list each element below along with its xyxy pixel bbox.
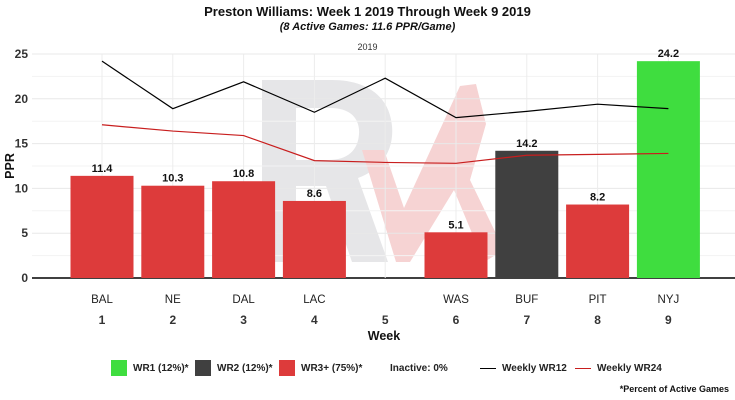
x-opponent-label: BAL — [91, 294, 113, 306]
watermark-chevron — [362, 84, 504, 262]
legend-item-wr3: WR3+ (75%)* — [279, 358, 362, 378]
legend-label-wr1: WR1 (12%)* — [133, 362, 189, 374]
chart-subtitle: (8 Active Games: 11.6 PPR/Game) — [279, 21, 456, 33]
legend-swatch-wr1 — [111, 360, 127, 376]
x-opponent-label: BUF — [515, 294, 538, 306]
bar-week-4 — [282, 200, 346, 278]
bars-group — [70, 61, 700, 278]
bar-label-week-2: 10.3 — [162, 173, 183, 185]
season-label: 2019 — [357, 42, 378, 52]
x-tick-label: 4 — [311, 313, 318, 327]
y-tick-label: 25 — [15, 47, 29, 61]
line-weekly-wr24 — [101, 124, 669, 164]
x-opponent-label: NYJ — [658, 294, 680, 306]
axes: 0 5 10 15 20 25 BAL 1 NE 2 DAL 3 LAC 4 5 WAS 6 BUF 7 PIT 8 NY… — [3, 47, 679, 343]
grid-lines — [32, 53, 735, 279]
bar-week-2 — [141, 185, 205, 278]
x-opponent-label: PIT — [589, 294, 607, 306]
bar-week-3 — [212, 181, 276, 278]
legend-label-wr12: Weekly WR12 — [502, 362, 567, 374]
y-tick-label: 10 — [15, 181, 29, 195]
x-opponent-label: LAC — [303, 294, 325, 306]
bar-label-week-8: 8.2 — [590, 192, 605, 204]
legend-item-wr1: WR1 (12%)* — [111, 358, 189, 378]
footnote: *Percent of Active Games — [619, 384, 729, 394]
bar-week-9 — [636, 61, 700, 278]
bar-labels: 11.4 10.3 10.8 8.6 5.1 14.2 8.2 24.2 — [92, 48, 680, 231]
legend-line-wr12 — [480, 367, 496, 369]
chart-title: Preston Williams: Week 1 2019 Through We… — [204, 4, 531, 19]
x-tick-label: 1 — [99, 313, 106, 327]
x-opponent-label: WAS — [443, 294, 469, 306]
legend-item-wr12: Weekly WR12 — [480, 358, 567, 378]
y-tick-label: 5 — [21, 226, 28, 240]
legend-label-wr3: WR3+ (75%)* — [301, 362, 363, 374]
legend-swatch-wr2 — [195, 360, 211, 376]
bar-label-week-4: 8.6 — [307, 188, 322, 200]
legend-swatch-wr3 — [279, 360, 295, 376]
bar-label-week-6: 5.1 — [448, 219, 463, 231]
x-opponent-label: DAL — [232, 294, 255, 306]
x-tick-label: 5 — [382, 313, 389, 327]
y-tick-label: 0 — [21, 271, 28, 285]
line-weekly-wr12 — [101, 60, 669, 119]
x-tick-label: 9 — [665, 313, 672, 327]
x-tick-label: 8 — [594, 313, 601, 327]
legend-label-wr2: WR2 (12%)* — [217, 362, 273, 374]
x-tick-label: 2 — [169, 313, 176, 327]
y-tick-label: 20 — [15, 92, 29, 106]
legend-item-wr24: Weekly WR24 — [575, 358, 662, 378]
bar-week-1 — [70, 175, 134, 278]
x-axis-title: Week — [368, 329, 400, 343]
legend-label-inactive: Inactive: 0% — [390, 362, 448, 374]
trend-lines — [101, 60, 669, 164]
bar-week-7 — [495, 150, 559, 278]
y-axis-title: PPR — [3, 153, 17, 179]
bar-week-8 — [566, 204, 630, 278]
bar-label-week-1: 11.4 — [92, 163, 114, 175]
bar-label-week-3: 10.8 — [233, 168, 254, 180]
legend: WR1 (12%)* WR2 (12%)* WR3+ (75%)* Inacti… — [0, 358, 735, 378]
bar-label-week-9: 24.2 — [658, 48, 679, 60]
legend-label-wr24: Weekly WR24 — [597, 362, 662, 374]
legend-item-wr2: WR2 (12%)* — [195, 358, 273, 378]
x-opponent-label: NE — [165, 294, 181, 306]
bar-week-6 — [424, 232, 488, 278]
legend-line-wr24 — [575, 367, 591, 369]
x-tick-label: 6 — [453, 313, 460, 327]
y-tick-label: 15 — [15, 137, 29, 151]
legend-item-inactive: Inactive: 0% — [390, 358, 448, 378]
x-tick-label: 3 — [240, 313, 247, 327]
x-tick-label: 7 — [523, 313, 530, 327]
bar-label-week-7: 14.2 — [516, 138, 537, 150]
